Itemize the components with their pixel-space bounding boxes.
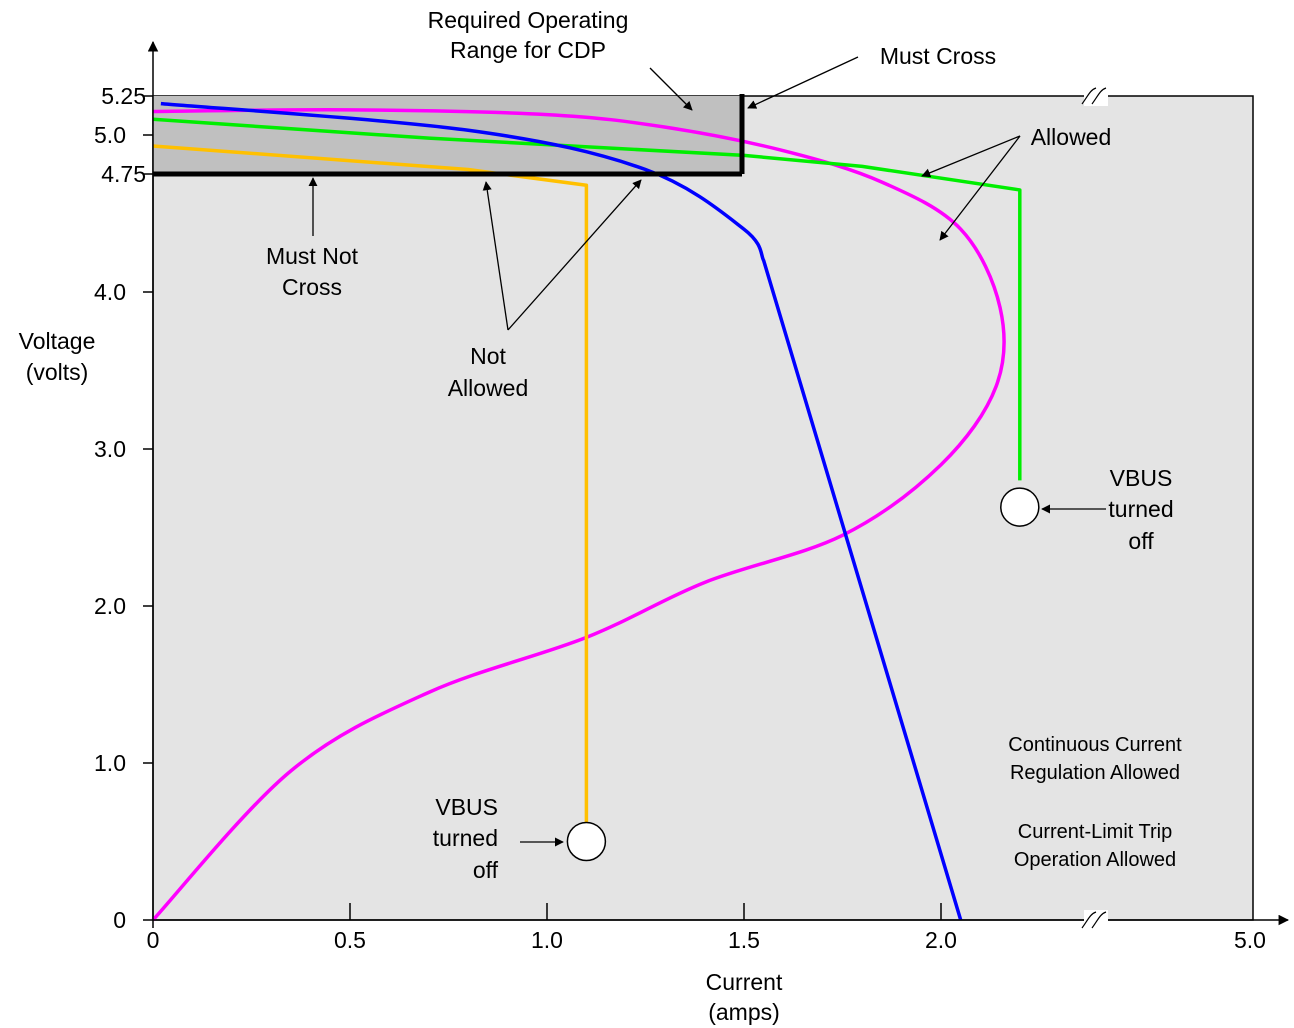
- x-axis-title-unit: (amps): [708, 999, 780, 1025]
- vbus-label-orange: VBUS: [435, 794, 498, 820]
- annotation-not-allowed: Not: [470, 343, 506, 369]
- arrow-not-allowed-blue: [507, 179, 642, 331]
- y-axis-title: Voltage: [19, 328, 96, 354]
- region-note: Operation Allowed: [1014, 849, 1176, 871]
- vbus-label-green: off: [1128, 528, 1154, 554]
- series-line-3: [160, 101, 963, 921]
- x-ticks: 0 0.5 1.0 1.5 2.0 5.0: [147, 903, 1266, 953]
- plot-area: [152, 95, 1254, 921]
- axis-break-bottom: [1081, 910, 1108, 930]
- vbus-label-green: turned: [1108, 496, 1173, 522]
- y-tick-label: 0: [113, 907, 126, 933]
- annotation-allowed: Allowed: [1031, 124, 1112, 150]
- series-layer: [151, 101, 1040, 922]
- y-tick-label: 5.25: [101, 83, 146, 109]
- vbus-label-green: VBUS: [1110, 465, 1173, 491]
- y-tick-label: 4.0: [94, 279, 126, 305]
- series-line-2: [152, 144, 589, 826]
- annotation-must-not-cross: Cross: [282, 274, 342, 300]
- annotations: Required Operating Range for CDP Must Cr…: [266, 7, 1182, 883]
- required-operating-range: [153, 96, 742, 174]
- arrow-required-range: [649, 67, 693, 111]
- y-tick-label: 2.0: [94, 593, 126, 619]
- annotation-arrows: [308, 56, 1106, 847]
- annotation-must-cross: Must Cross: [880, 43, 996, 69]
- x-tick-label: 0.5: [334, 927, 366, 953]
- vbus-off-marker: [1000, 487, 1040, 527]
- y-tick-label: 1.0: [94, 750, 126, 776]
- annotation-required-range: Required Operating: [428, 7, 629, 33]
- x-tick-label: 2.0: [925, 927, 957, 953]
- axis-break-top: [1081, 86, 1108, 106]
- arrow-allowed-magenta: [939, 135, 1021, 241]
- x-tick-label: 1.0: [531, 927, 563, 953]
- series-line-1: [152, 117, 1022, 481]
- arrow-allowed-green: [921, 135, 1021, 178]
- x-tick-label: 1.5: [728, 927, 760, 953]
- x-tick-label: 0: [147, 927, 160, 953]
- region-note: Continuous Current: [1008, 734, 1182, 756]
- x-axis-title: Current: [706, 969, 783, 995]
- y-axis-title-unit: (volts): [26, 359, 89, 385]
- annotation-must-not-cross: Must Not: [266, 243, 359, 269]
- region-note: Regulation Allowed: [1010, 762, 1180, 784]
- series-line-0: [151, 108, 1006, 922]
- arrow-must-cross: [747, 56, 859, 109]
- y-tick-label: 5.0: [94, 122, 126, 148]
- annotation-not-allowed: Allowed: [448, 375, 529, 401]
- y-tick-label: 3.0: [94, 436, 126, 462]
- y-ticks: 0 1.0 2.0 3.0 4.0 4.75 5.0 5.25: [94, 83, 153, 933]
- region-note: Current-Limit Trip: [1018, 821, 1172, 843]
- annotation-required-range: Range for CDP: [450, 37, 606, 63]
- vbus-label-orange: turned: [433, 825, 498, 851]
- vbus-off-marker: [566, 821, 607, 862]
- y-tick-label: 4.75: [101, 161, 146, 187]
- arrow-not-allowed-orange: [482, 181, 509, 331]
- x-tick-label: 5.0: [1234, 927, 1266, 953]
- vbus-label-orange: off: [473, 857, 499, 883]
